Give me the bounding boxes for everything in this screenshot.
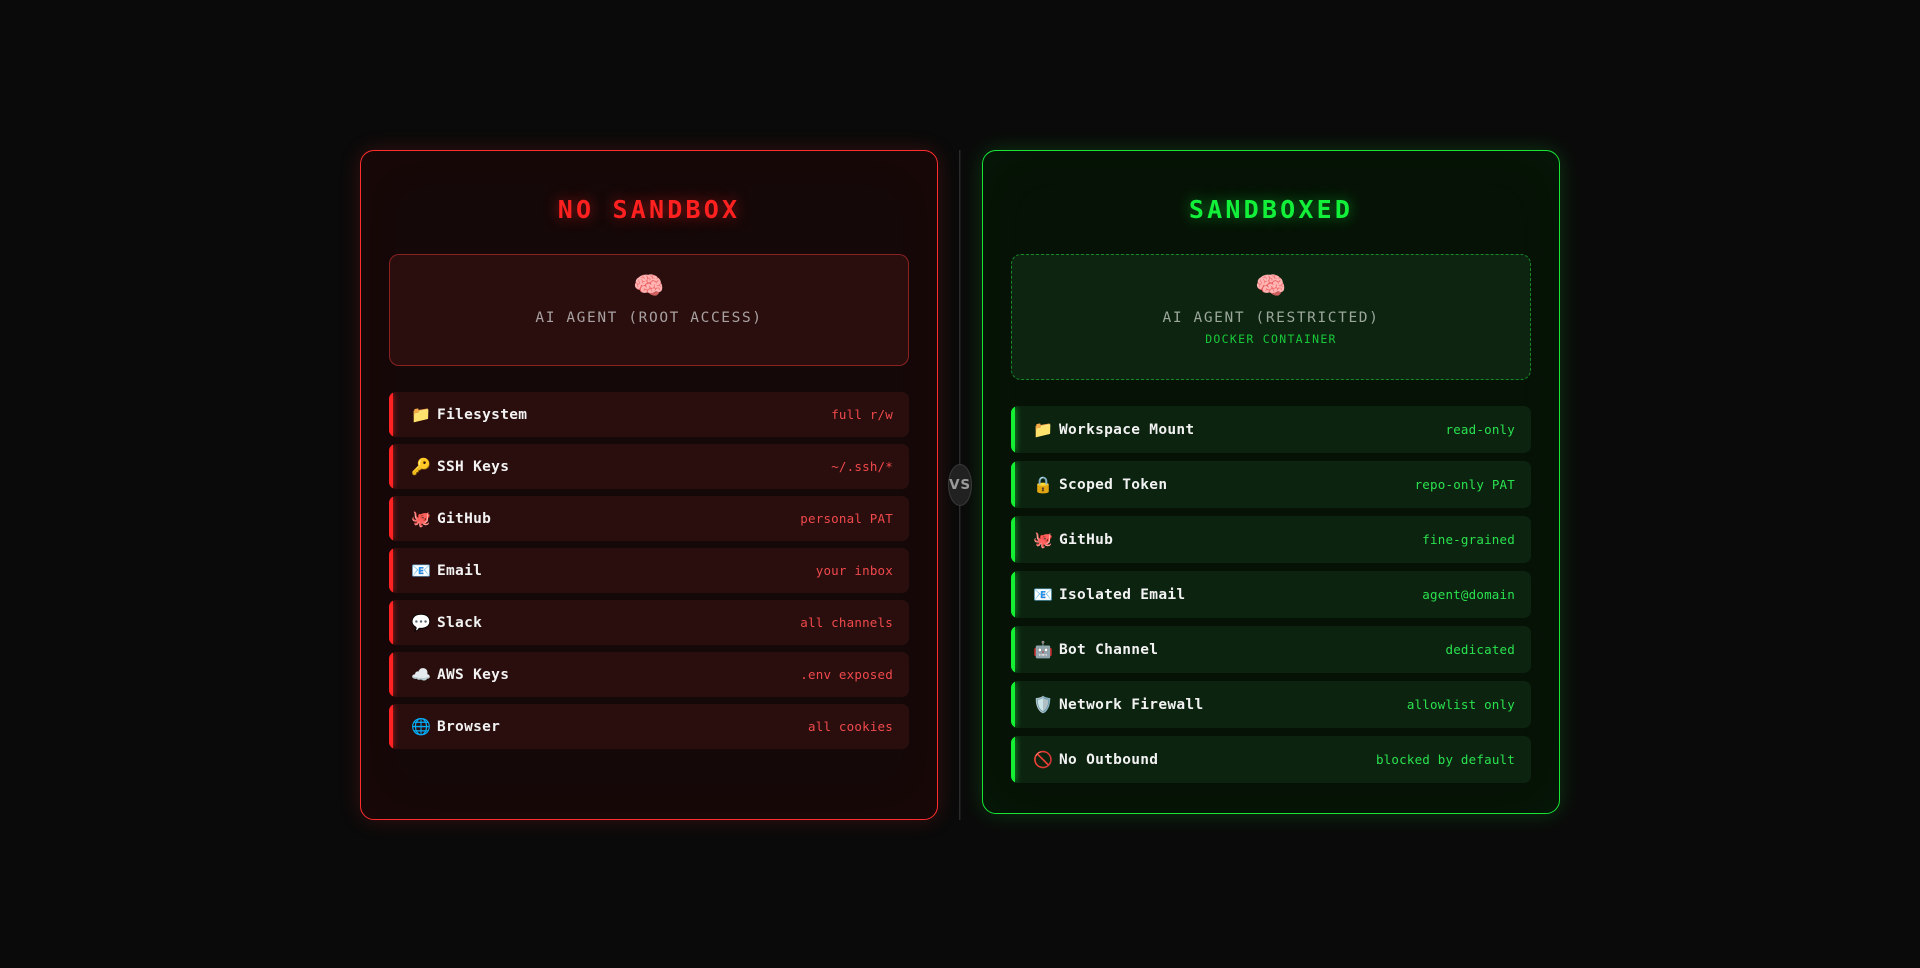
row-label: Network Firewall (1059, 696, 1204, 713)
table-row[interactable]: 🚫 No Outbound blocked by default (1011, 736, 1531, 783)
octopus-icon: 🐙 (1033, 529, 1053, 549)
row-label: No Outbound (1059, 751, 1159, 768)
no-sandbox-row-list: 📁 Filesystem full r/w 🔑 SSH Keys ~/.ssh/… (389, 392, 909, 749)
sandboxed-title: SANDBOXED (1188, 195, 1354, 224)
folder-icon: 📁 (411, 404, 431, 424)
vs-badge: VS (948, 464, 972, 506)
row-value: allowlist only (1406, 697, 1515, 712)
row-label: Scoped Token (1059, 476, 1168, 493)
octopus-icon: 🐙 (411, 508, 431, 528)
table-row[interactable]: ☁️ AWS Keys .env exposed (389, 652, 909, 697)
row-value: all channels (800, 615, 893, 630)
brain-icon: 🧠 (1255, 271, 1287, 300)
table-row[interactable]: 🛡️ Network Firewall allowlist only (1011, 681, 1531, 728)
row-label: Filesystem (437, 406, 528, 423)
row-label: Workspace Mount (1059, 421, 1195, 438)
row-label: Browser (437, 718, 501, 735)
speech-balloon-icon: 💬 (411, 612, 431, 632)
agent-box-root: 🧠 AI AGENT (ROOT ACCESS) (389, 254, 909, 366)
shield-icon: 🛡️ (1033, 694, 1053, 714)
table-row[interactable]: 🔑 SSH Keys ~/.ssh/* (389, 444, 909, 489)
row-label: Bot Channel (1059, 641, 1159, 658)
table-row[interactable]: 📧 Email your inbox (389, 548, 909, 593)
row-label: GitHub (1059, 531, 1114, 548)
row-label: GitHub (437, 510, 492, 527)
table-row[interactable]: 🌐 Browser all cookies (389, 704, 909, 749)
agent-label-restricted: AI AGENT (RESTRICTED) (1162, 310, 1380, 326)
table-row[interactable]: 🐙 GitHub personal PAT (389, 496, 909, 541)
row-value: read-only (1445, 422, 1515, 437)
no-sandbox-panel: NO SANDBOX 🧠 AI AGENT (ROOT ACCESS) 📁 Fi… (360, 150, 938, 820)
table-row[interactable]: 📁 Workspace Mount read-only (1011, 406, 1531, 453)
row-value: fine-grained (1422, 532, 1515, 547)
row-value: blocked by default (1375, 752, 1515, 767)
vs-divider: VS (948, 150, 972, 820)
folder-icon: 📁 (1033, 419, 1053, 439)
brain-icon: 🧠 (633, 271, 665, 300)
agent-sublabel-container: DOCKER CONTAINER (1205, 332, 1337, 346)
row-value: dedicated (1445, 642, 1515, 657)
agent-label-root: AI AGENT (ROOT ACCESS) (535, 310, 763, 326)
table-row[interactable]: 🐙 GitHub fine-grained (1011, 516, 1531, 563)
key-icon: 🔑 (411, 456, 431, 476)
table-row[interactable]: 🤖 Bot Channel dedicated (1011, 626, 1531, 673)
row-value: full r/w (831, 407, 893, 422)
sandboxed-row-list: 📁 Workspace Mount read-only 🔒 Scoped Tok… (1011, 406, 1531, 783)
prohibited-icon: 🚫 (1033, 749, 1053, 769)
row-label: Slack (437, 614, 483, 631)
robot-icon: 🤖 (1033, 639, 1053, 659)
table-row[interactable]: 🔒 Scoped Token repo-only PAT (1011, 461, 1531, 508)
table-row[interactable]: 📁 Filesystem full r/w (389, 392, 909, 437)
row-value: your inbox (815, 563, 893, 578)
row-label: Isolated Email (1059, 586, 1186, 603)
row-label: SSH Keys (437, 458, 510, 475)
no-sandbox-title: NO SANDBOX (557, 195, 741, 224)
email-icon: 📧 (411, 560, 431, 580)
cloud-icon: ☁️ (411, 664, 431, 684)
row-value: ~/.ssh/* (831, 459, 893, 474)
table-row[interactable]: 💬 Slack all channels (389, 600, 909, 645)
lock-icon: 🔒 (1033, 474, 1053, 494)
row-value: personal PAT (800, 511, 893, 526)
sandboxed-panel: SANDBOXED 🧠 AI AGENT (RESTRICTED) DOCKER… (982, 150, 1560, 814)
row-value: all cookies (808, 719, 893, 734)
panels-container: NO SANDBOX 🧠 AI AGENT (ROOT ACCESS) 📁 Fi… (360, 150, 1560, 820)
row-label: Email (437, 562, 483, 579)
row-label: AWS Keys (437, 666, 510, 683)
globe-icon: 🌐 (411, 716, 431, 736)
table-row[interactable]: 📧 Isolated Email agent@domain (1011, 571, 1531, 618)
row-value: repo-only PAT (1414, 477, 1515, 492)
row-value: agent@domain (1422, 587, 1515, 602)
agent-box-restricted: 🧠 AI AGENT (RESTRICTED) DOCKER CONTAINER (1011, 254, 1531, 380)
email-icon: 📧 (1033, 584, 1053, 604)
row-value: .env exposed (800, 667, 893, 682)
